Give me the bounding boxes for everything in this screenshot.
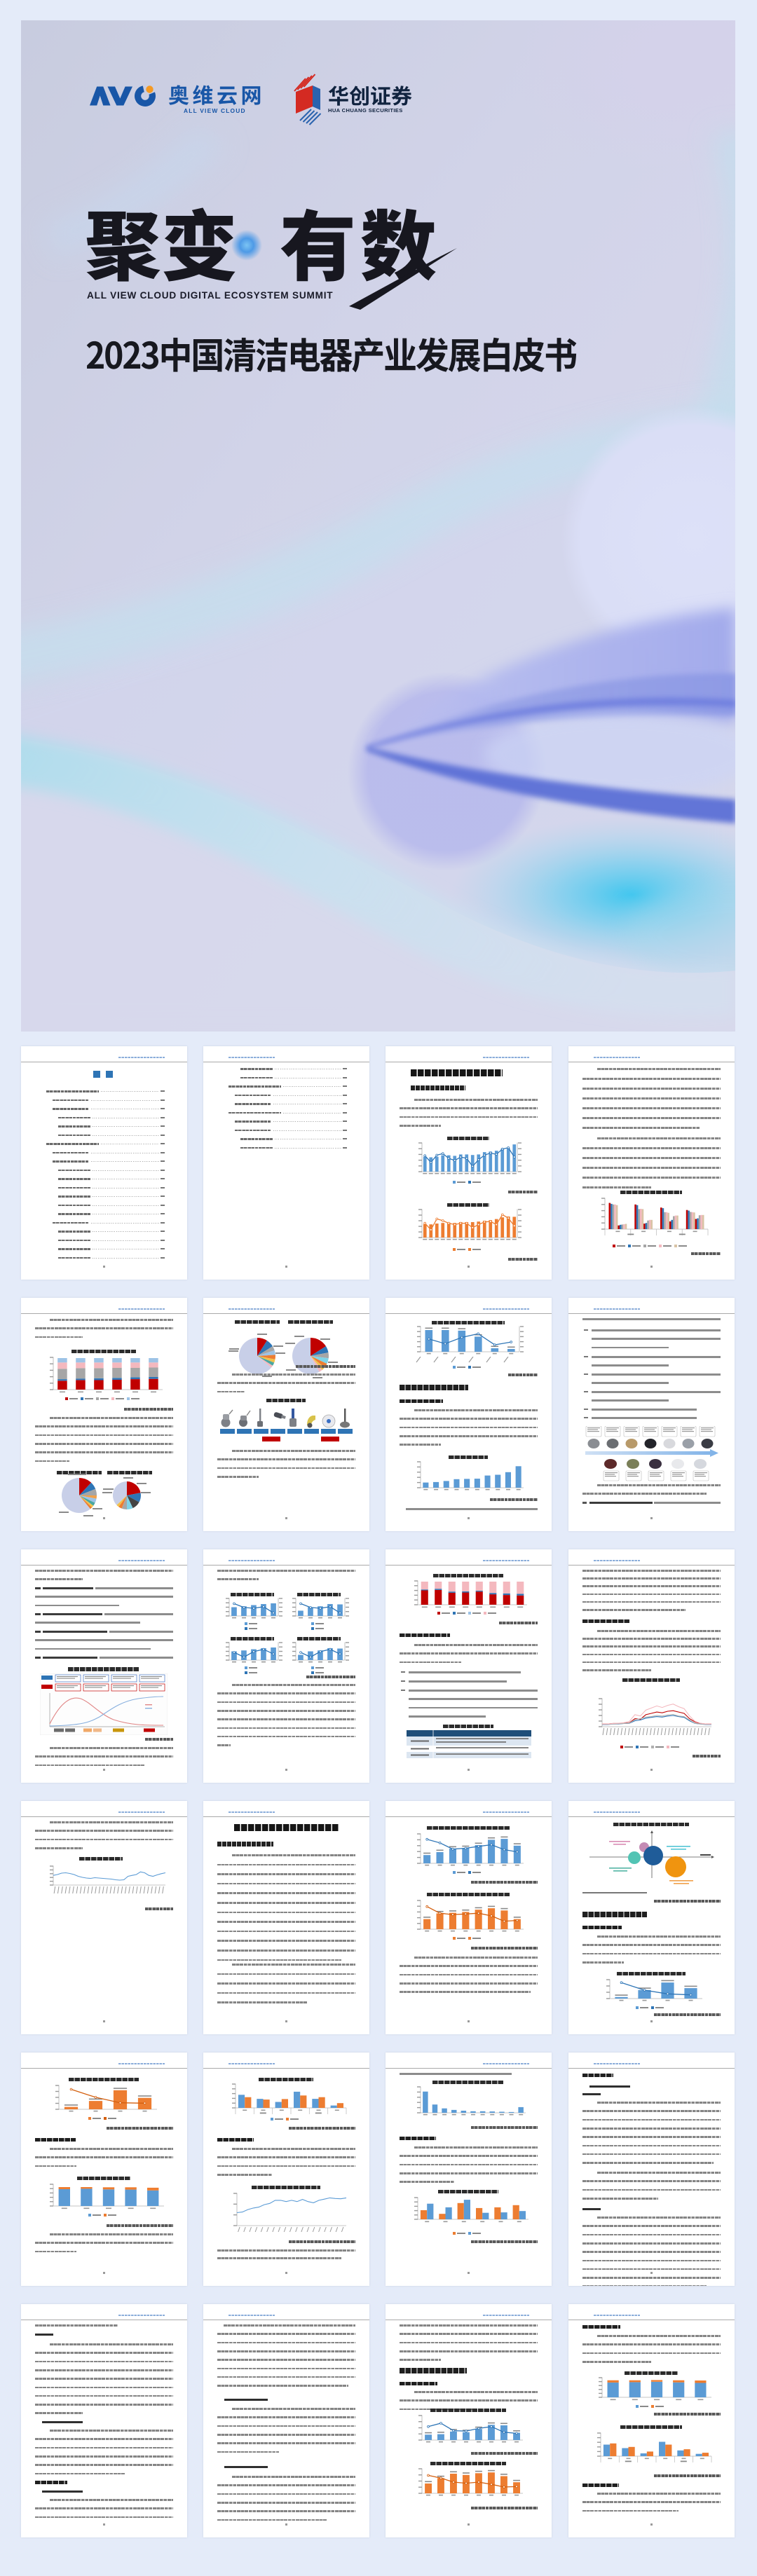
svg-text:HUA CHUANG SECURITIES: HUA CHUANG SECURITIES — [328, 107, 403, 114]
svg-text:ALL VIEW CLOUD: ALL VIEW CLOUD — [184, 107, 246, 114]
svg-text:ALL VIEW CLOUD DIGITAL ECOSYST: ALL VIEW CLOUD DIGITAL ECOSYSTEM SUMMIT — [87, 290, 333, 301]
